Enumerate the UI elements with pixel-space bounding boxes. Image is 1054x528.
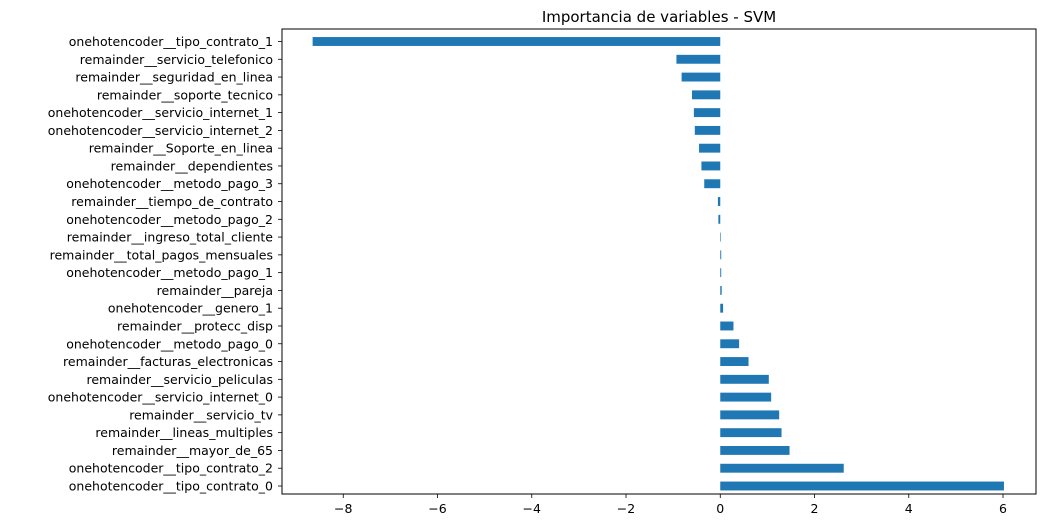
bar-remainder__facturas_electronicas (720, 357, 749, 366)
x-axis: −8 −6 −4 −2 0 2 4 6 (334, 494, 1007, 516)
y-tick-label: onehotencoder__metodo_pago_3 (66, 176, 273, 191)
y-tick-label: onehotencoder__tipo_contrato_0 (69, 479, 273, 494)
bar-onehotencoder__servicio_internet_1 (693, 108, 721, 118)
y-tick-label: remainder__servicio_telefonico (80, 52, 273, 67)
y-tick-label: onehotencoder__metodo_pago_1 (66, 265, 273, 280)
bar-remainder__lineas_multiples (720, 428, 782, 438)
bar-onehotencoder__metodo_pago_0 (720, 339, 740, 349)
bar-onehotencoder__tipo_contrato_0 (720, 481, 1004, 491)
y-tick-label: onehotencoder__tipo_contrato_2 (69, 461, 273, 476)
y-tick-label: remainder__facturas_electronicas (63, 354, 273, 369)
y-tick-label: remainder__mayor_de_65 (112, 443, 273, 458)
bar-onehotencoder__tipo_contrato_1 (312, 37, 721, 46)
x-tick-label: −8 (334, 501, 352, 516)
y-tick-label: onehotencoder__servicio_internet_0 (48, 390, 273, 405)
bar-remainder__dependientes (701, 161, 721, 171)
bar-onehotencoder__metodo_pago_3 (704, 179, 721, 189)
bar-onehotencoder__tipo_contrato_2 (720, 463, 844, 473)
x-tick-label: 0 (716, 501, 724, 516)
y-tick-label: remainder__total_pagos_mensuales (50, 247, 273, 262)
bars-group (312, 37, 1004, 491)
bar-remainder__pareja (720, 285, 722, 295)
y-tick-label: remainder__ingreso_total_cliente (67, 230, 274, 245)
x-tick-label: 4 (905, 501, 913, 516)
y-tick-label: remainder__seguridad_en_linea (75, 70, 273, 85)
y-tick-label: onehotencoder__metodo_pago_0 (66, 336, 273, 351)
bar-remainder__protecc_disp (720, 321, 734, 331)
bar-onehotencoder__metodo_pago_1 (720, 268, 722, 278)
bar-remainder__tiempo_de_contrato (717, 197, 721, 206)
bar-onehotencoder__metodo_pago_2 (718, 214, 721, 224)
y-tick-label: onehotencoder__metodo_pago_2 (66, 212, 273, 227)
axes-frame (281, 28, 1037, 495)
x-tick-label: 6 (999, 501, 1007, 516)
y-tick-label: remainder__Soporte_en_linea (89, 141, 273, 156)
y-tick-label: remainder__tiempo_de_contrato (71, 194, 273, 209)
x-tick-label: −4 (523, 501, 541, 516)
y-tick-label: remainder__servicio_tv (129, 407, 273, 422)
bar-remainder__seguridad_en_linea (681, 72, 721, 82)
bar-remainder__ingreso_total_cliente (720, 232, 721, 242)
y-tick-label: onehotencoder__servicio_internet_2 (48, 123, 273, 138)
y-tick-label: remainder__lineas_multiples (95, 425, 273, 440)
bar-remainder__servicio_telefonico (676, 54, 721, 64)
y-tick-label: remainder__servicio_peliculas (86, 372, 273, 387)
y-tick-label: onehotencoder__genero_1 (108, 301, 273, 316)
y-tick-label: onehotencoder__tipo_contrato_1 (69, 34, 273, 49)
y-tick-label: remainder__protecc_disp (117, 318, 273, 333)
bar-onehotencoder__servicio_internet_0 (720, 392, 772, 402)
y-tick-label: remainder__pareja (157, 283, 273, 298)
y-tick-label: remainder__dependientes (111, 158, 273, 173)
bar-remainder__mayor_de_65 (720, 445, 790, 455)
x-tick-label: 2 (811, 501, 819, 516)
bar-remainder__Soporte_en_linea (699, 143, 721, 153)
x-tick-label: −2 (617, 501, 635, 516)
x-tick-label: −6 (428, 501, 446, 516)
chart-title: Importancia de variables - SVM (542, 8, 776, 26)
y-tick-label: remainder__soporte_tecnico (97, 87, 273, 102)
bar-remainder__soporte_tecnico (691, 90, 721, 100)
bar-onehotencoder__genero_1 (720, 303, 724, 313)
y-tick-label: onehotencoder__servicio_internet_1 (48, 105, 273, 120)
bar-onehotencoder__servicio_internet_2 (694, 125, 721, 135)
bar-remainder__total_pagos_mensuales (720, 250, 722, 260)
bar-remainder__servicio_tv (720, 410, 780, 420)
bar-remainder__servicio_peliculas (720, 374, 769, 384)
category-labels-group: onehotencoder__tipo_contrato_1 remainder_… (48, 34, 282, 494)
